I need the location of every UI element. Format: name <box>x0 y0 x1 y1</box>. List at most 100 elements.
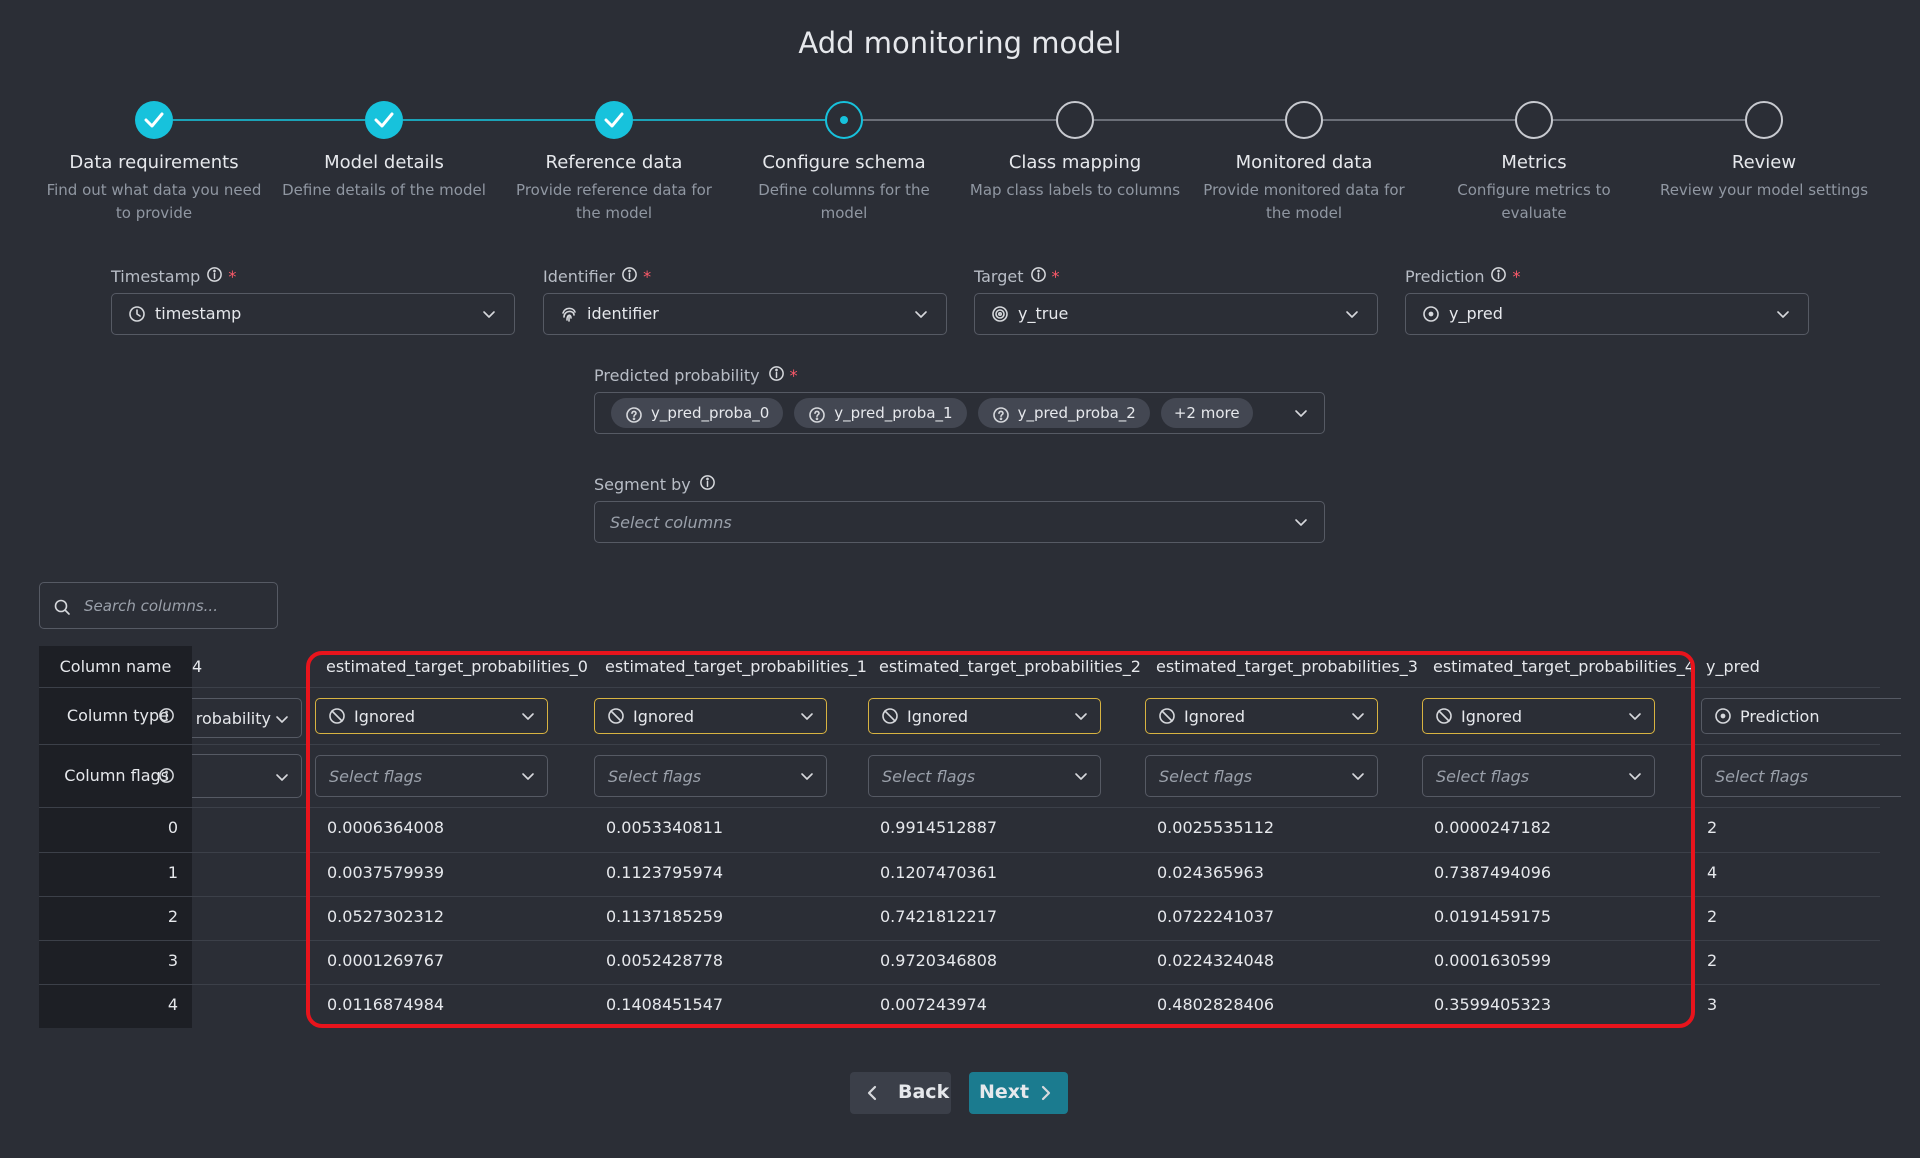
step-label: Model details <box>324 152 444 173</box>
type-select[interactable]: robability <box>192 698 302 738</box>
chevron-icon <box>1072 767 1090 785</box>
field-select[interactable]: y_true <box>974 293 1378 335</box>
chevron-icon <box>480 305 498 323</box>
row-divider <box>39 896 1880 897</box>
type-select[interactable]: Prediction <box>1701 698 1901 734</box>
cell-value: 0.0052428778 <box>606 951 724 970</box>
chevron-icon <box>1626 767 1644 785</box>
row-header: Column flags <box>64 765 169 785</box>
type-select[interactable]: Ignored <box>1145 698 1378 734</box>
cell-value: 0.0053340811 <box>606 818 724 837</box>
cell-value: 0.0001630599 <box>1434 951 1552 970</box>
back-button[interactable]: Back <box>850 1072 951 1114</box>
placeholder: Select flags <box>1159 767 1253 786</box>
type-select[interactable]: Ignored <box>868 698 1101 734</box>
flags-select[interactable]: Select flags <box>1145 755 1378 797</box>
step-description: Define columns for the <box>758 181 930 199</box>
row-divider <box>39 807 1880 808</box>
multi-select[interactable]: y_pred_proba_0 y_pred_proba_1 y_pred_proba… <box>594 392 1325 434</box>
step-label: Reference data <box>545 152 683 173</box>
row-index: 1 <box>167 863 178 882</box>
chevron-icon <box>798 707 816 725</box>
cell-value: 0.0006364008 <box>327 818 445 837</box>
row-divider <box>39 852 1880 853</box>
field-select[interactable]: timestamp <box>111 293 515 335</box>
info-icon <box>699 474 716 491</box>
button-label: Next <box>979 1081 1030 1103</box>
step-description: to provide <box>115 204 193 222</box>
chevron-icon <box>1343 305 1361 323</box>
row-index: 3 <box>167 951 178 970</box>
cell-value: 0.1137185259 <box>606 907 724 926</box>
step-label: Class mapping <box>1008 152 1142 173</box>
step-connector <box>633 119 825 121</box>
field-select[interactable]: y_pred <box>1405 293 1809 335</box>
flags-select[interactable]: Select flags <box>1422 755 1655 797</box>
flags-select[interactable]: Select flags <box>1701 755 1901 797</box>
flags-select[interactable]: Select flags <box>868 755 1101 797</box>
type-icon <box>607 707 625 725</box>
type-value: Ignored <box>1461 707 1523 726</box>
row-header: Column type <box>66 705 169 725</box>
flags-select[interactable] <box>192 754 302 798</box>
type-value: Ignored <box>633 707 695 726</box>
step-circle <box>1056 101 1094 139</box>
column-name: estimated_target_probabilities_1 <box>605 657 867 676</box>
chevron-icon <box>519 767 537 785</box>
flags-select[interactable]: Select flags <box>315 755 548 797</box>
row-index: 4 <box>167 995 178 1014</box>
cell-value: 0.0000247182 <box>1434 818 1552 837</box>
row-index: 0 <box>167 818 178 837</box>
chevron-left-icon <box>864 1084 882 1102</box>
placeholder: Select flags <box>329 767 423 786</box>
search-input[interactable]: Search columns... <box>39 582 278 629</box>
type-select[interactable]: Ignored <box>1422 698 1655 734</box>
chevron-icon <box>1292 404 1310 422</box>
field-label: Identifier <box>543 267 616 286</box>
cell-value: 0.0527302312 <box>327 907 445 926</box>
cell-value: 0.9720346808 <box>880 951 998 970</box>
field-label: Target <box>974 267 1024 286</box>
chevron-icon <box>1774 305 1792 323</box>
info-icon <box>206 266 223 283</box>
segment-select[interactable]: Select columns <box>594 501 1325 543</box>
info-icon <box>1030 266 1047 283</box>
step-circle <box>1285 101 1323 139</box>
column-name: estimated_target_probabilities_0 <box>326 657 588 676</box>
flags-select[interactable]: Select flags <box>594 755 827 797</box>
field-select[interactable]: identifier <box>543 293 947 335</box>
field-value: identifier <box>587 304 659 323</box>
type-value: Ignored <box>354 707 416 726</box>
chevron-icon <box>273 768 291 786</box>
field-value: y_true <box>1018 304 1069 323</box>
required-mark: * <box>789 366 798 385</box>
required-mark: * <box>228 267 237 286</box>
cell-value: 0.1408451547 <box>606 995 724 1014</box>
info-icon <box>158 707 175 724</box>
type-select[interactable]: Ignored <box>594 698 827 734</box>
cell-value: 0.4802828406 <box>1157 995 1275 1014</box>
step-connector <box>403 119 595 121</box>
chip-icon <box>992 404 1010 423</box>
next-button[interactable]: Next <box>969 1072 1068 1114</box>
step-description: Map class labels to columns <box>969 181 1181 199</box>
step-description: Provide reference data for <box>516 181 712 199</box>
step-connector <box>1094 119 1285 121</box>
step-description: the model <box>1265 204 1343 222</box>
chevron-icon <box>519 707 537 725</box>
info-icon <box>768 365 785 382</box>
partial-column: 4 robability <box>192 646 304 1028</box>
step-connector <box>1323 119 1515 121</box>
type-select[interactable]: Ignored <box>315 698 548 734</box>
cell-value: 0.9914512887 <box>880 818 998 837</box>
type-icon <box>1158 707 1176 725</box>
type-icon <box>1714 707 1732 725</box>
cell-value: 0.3599405323 <box>1434 995 1552 1014</box>
chevron-icon <box>912 305 930 323</box>
placeholder: Select flags <box>608 767 702 786</box>
cell-value: 0.0025535112 <box>1157 818 1275 837</box>
row-divider <box>39 687 1880 688</box>
cell-value: 0.1123795974 <box>606 863 724 882</box>
cell-value: 0.0224324048 <box>1157 951 1275 970</box>
